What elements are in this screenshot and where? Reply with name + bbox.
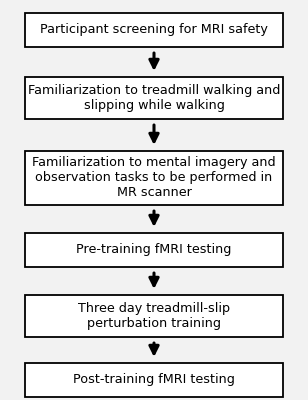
- FancyBboxPatch shape: [25, 151, 283, 205]
- FancyBboxPatch shape: [25, 77, 283, 119]
- FancyBboxPatch shape: [25, 233, 283, 267]
- Text: Participant screening for MRI safety: Participant screening for MRI safety: [40, 24, 268, 36]
- FancyBboxPatch shape: [25, 363, 283, 397]
- FancyBboxPatch shape: [25, 295, 283, 337]
- Text: Pre-training fMRI testing: Pre-training fMRI testing: [76, 244, 232, 256]
- Text: Three day treadmill-slip
perturbation training: Three day treadmill-slip perturbation tr…: [78, 302, 230, 330]
- Text: Post-training fMRI testing: Post-training fMRI testing: [73, 374, 235, 386]
- Text: Familiarization to treadmill walking and
slipping while walking: Familiarization to treadmill walking and…: [28, 84, 280, 112]
- Text: Familiarization to mental imagery and
observation tasks to be performed in
MR sc: Familiarization to mental imagery and ob…: [32, 156, 276, 200]
- FancyBboxPatch shape: [25, 13, 283, 47]
